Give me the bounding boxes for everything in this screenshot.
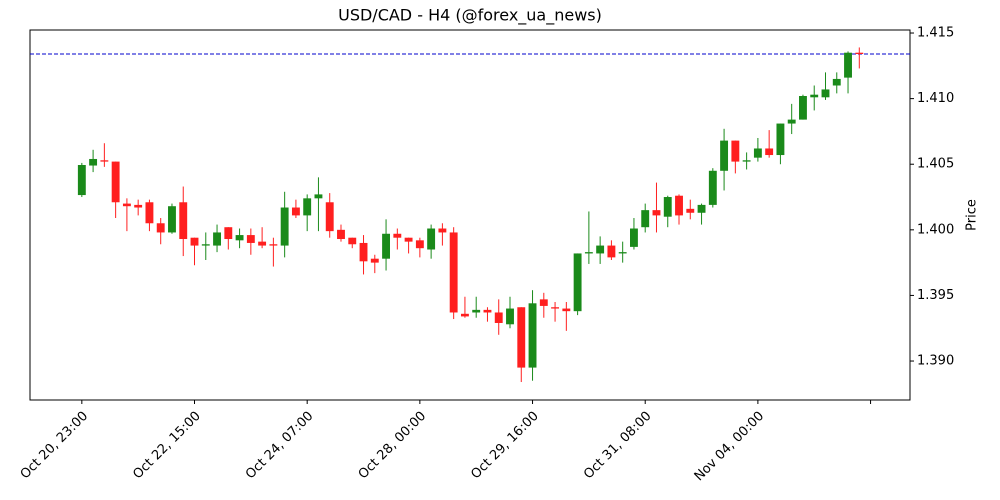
candle-body [404,237,413,242]
y-tick-label: 1.400 [917,222,954,237]
chart-title: USD/CAD - H4 (@forex_ua_news) [338,6,602,26]
x-tick-label: Oct 20, 23:00 [18,409,91,482]
candle-body [449,232,458,313]
y-axis-label: Price [965,199,980,231]
candle-body [742,160,751,162]
candle-body [663,197,672,217]
candle-body [134,204,143,208]
candle-body [517,307,526,368]
y-tick-label: 1.410 [917,91,954,106]
candle-body [494,312,503,323]
candle-body [382,233,390,259]
candle-body [179,202,188,240]
candle-body [607,245,616,258]
candle-body [765,148,774,156]
candle-body [168,206,176,233]
candle-body [753,148,762,158]
candle-body [325,202,334,232]
plot-frame [29,29,911,401]
candle-body [832,78,841,86]
candle-body [438,228,447,233]
candle-body [370,258,379,263]
x-tick-label: Oct 28, 00:00 [356,409,429,482]
candle-body [100,160,109,162]
candle-body [337,229,345,240]
candle-body [258,241,267,246]
candle-body [190,237,199,246]
candle-body [145,202,154,224]
candle-body [303,198,312,216]
x-tick-label: Oct 22, 15:00 [130,409,203,482]
candle-body [528,303,537,368]
candle-body [584,252,593,254]
candle-body [731,140,740,162]
x-tick-label: Oct 31, 08:00 [581,409,654,482]
candle-body [483,309,492,313]
candle-body [618,252,627,254]
candle-body [708,170,717,205]
candle-body [596,245,605,254]
candle-body [156,223,165,233]
candle-body [246,235,255,243]
y-tick-label: 1.405 [917,157,954,172]
y-tick-label: 1.415 [917,26,954,41]
x-tick-label: Oct 29, 16:00 [468,409,541,482]
candle-body [630,228,638,247]
candle-body [460,313,469,317]
candle-body [573,253,582,312]
candle-body [111,161,120,203]
candle-body [821,89,830,98]
candle-body [348,237,357,245]
candle-body [686,208,695,213]
candle-body [280,207,289,246]
candle-body [675,195,683,216]
candle-body [122,203,131,207]
candle-body [697,204,706,213]
candle-body [472,309,481,313]
candle-body [393,233,402,238]
candle-body [89,158,98,166]
candle-body [641,210,650,228]
candle-body [359,242,368,262]
candle-body [269,244,278,246]
x-tick-label: Oct 24, 07:00 [243,409,316,482]
candle-body [652,210,661,216]
y-tick-label: 1.390 [917,354,954,369]
candle-body [427,228,436,250]
candle-body [787,119,796,124]
candle-body [291,207,300,216]
candle-body [77,165,86,196]
candle-body [810,94,819,98]
candle-body [844,52,852,78]
y-tick-label: 1.395 [917,288,954,303]
candle-body [855,52,864,55]
candle-body [551,307,560,309]
candle-body [235,235,244,241]
candle-body [776,123,785,156]
candle-body [720,140,729,171]
candle-body [562,308,571,312]
candle-body [799,95,807,120]
candle-body [314,194,323,199]
candle-body [201,244,210,246]
x-tick-label: Nov 04, 00:00 [692,409,768,485]
candle-body [415,240,424,249]
candle-body [213,232,221,246]
candle-body [224,227,233,240]
candle-body [539,299,548,306]
candle-body [506,308,514,325]
